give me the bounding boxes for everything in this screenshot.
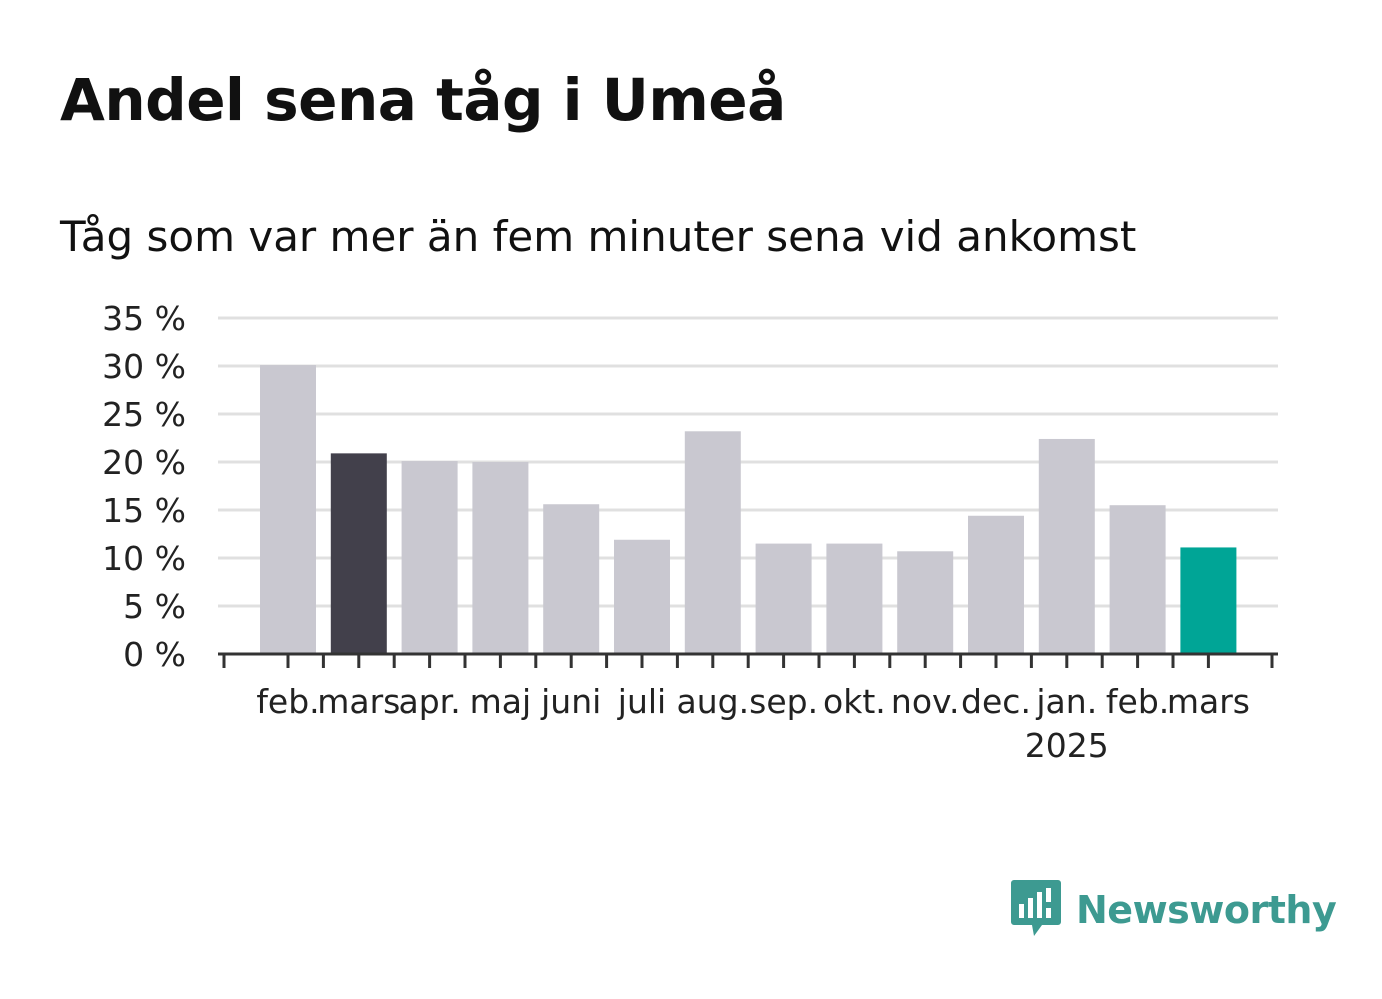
y-tick-label: 10 % xyxy=(102,539,186,578)
y-tick-label: 35 % xyxy=(102,299,186,338)
y-tick-label: 0 % xyxy=(123,635,186,674)
y-tick-label: 30 % xyxy=(102,347,186,386)
x-tick-label: juli xyxy=(617,682,666,721)
bar xyxy=(755,543,812,654)
x-tick-label: feb. xyxy=(1106,682,1169,721)
bar xyxy=(401,461,458,654)
y-tick-label: 15 % xyxy=(102,491,186,530)
x-tick-label: jan. xyxy=(1035,682,1097,721)
bar xyxy=(1038,438,1095,654)
y-tick-label: 20 % xyxy=(102,443,186,482)
x-tick-label: sep. xyxy=(749,682,818,721)
x-tick-label: mars xyxy=(1167,682,1250,721)
x-tick-label: okt. xyxy=(823,682,886,721)
bar xyxy=(330,453,387,654)
bar xyxy=(543,504,600,654)
bar xyxy=(1109,505,1166,654)
bar xyxy=(260,365,316,654)
bar xyxy=(684,431,741,654)
newsworthy-logo: Newsworthy xyxy=(1010,878,1337,942)
bar-chart-speech-bubble-icon xyxy=(1010,878,1062,942)
bar xyxy=(1180,547,1237,654)
y-tick-label: 25 % xyxy=(102,395,186,434)
bar xyxy=(472,462,529,654)
bar xyxy=(897,551,954,654)
x-tick-label: juni xyxy=(540,682,601,721)
x-tick-label: maj xyxy=(470,682,532,721)
bar xyxy=(826,543,883,654)
chart-title: Andel sena tåg i Umeå xyxy=(60,66,786,134)
x-tick-label: aug. xyxy=(677,682,750,721)
bar xyxy=(968,515,1024,654)
x-tick-label: nov. xyxy=(891,682,960,721)
x-tick-label: dec. xyxy=(961,682,1031,721)
bar xyxy=(614,539,670,654)
x-tick-label: mars xyxy=(317,682,400,721)
grid-layer xyxy=(218,316,1278,608)
brand-name: Newsworthy xyxy=(1076,888,1337,932)
x-year-label: 2025 xyxy=(1025,726,1109,765)
x-axis xyxy=(218,652,1278,668)
y-tick-label: 5 % xyxy=(123,587,186,626)
y-axis: 0 % 5 % 10 % 15 % 20 % 25 % 30 % 35 % xyxy=(102,299,186,674)
x-tick-label: feb. xyxy=(256,682,319,721)
chart-subtitle: Tåg som var mer än fem minuter sena vid … xyxy=(60,212,1137,261)
bar-layer xyxy=(260,365,1237,654)
x-tick-label: apr. xyxy=(398,682,460,721)
